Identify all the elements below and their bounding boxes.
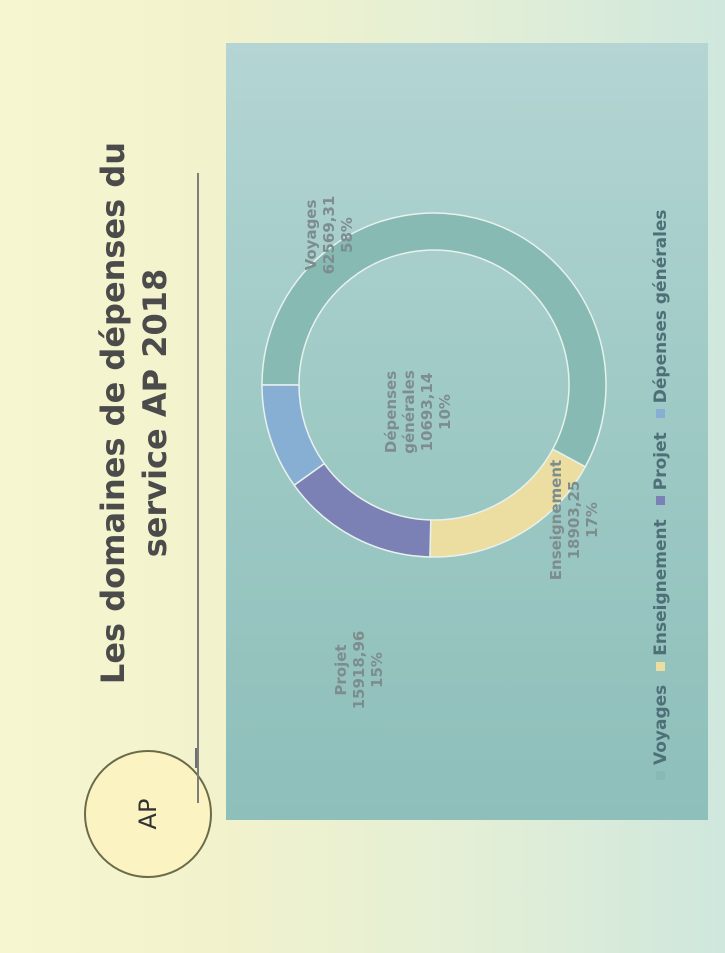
legend-label: Projet — [650, 432, 671, 491]
legend-label: Dépenses générales — [650, 209, 671, 404]
donut-slice-projet — [293, 462, 432, 558]
data-label-line: 15918,96 — [350, 631, 368, 710]
data-label-depenses-generales: Dépensesgénérales10693,1410% — [382, 370, 454, 454]
legend-item-projet: Projet — [650, 432, 671, 506]
data-label-line: Enseignement — [547, 460, 565, 580]
legend-item-voyages: Voyages — [651, 685, 671, 780]
slide-title-line-2: service AP 2018 — [136, 268, 174, 558]
legend-swatch — [656, 496, 665, 506]
slide-title-line-1: Les domaines de dépenses du — [94, 141, 132, 685]
legend-swatch — [656, 661, 665, 671]
data-label-line: Voyages — [302, 200, 320, 271]
title-rule — [197, 173, 199, 803]
legend-item-enseignement: Enseignement — [650, 519, 671, 671]
legend-item-depenses-generales: Dépenses générales — [650, 209, 671, 419]
data-label-line: Dépenses — [382, 371, 400, 453]
data-label-line: 58% — [338, 217, 356, 253]
legend-swatch — [656, 771, 665, 780]
data-label-projet: Projet15918,9615% — [332, 631, 386, 710]
data-label-line: 62569,31 — [320, 196, 338, 275]
donut-chart: Voyages62569,3158% Enseignement18903,2517… — [261, 196, 607, 710]
data-label-line: 17% — [583, 502, 601, 538]
data-label-enseignement: Enseignement18903,2517% — [547, 460, 601, 580]
data-label-line: 18903,25 — [565, 481, 583, 560]
data-label-line: 10693,14 — [418, 373, 436, 452]
chart-legend: Voyages Enseignement Projet Dépenses généra… — [650, 60, 671, 780]
slide-title: Les domaines de dépenses du service AP 2… — [92, 113, 176, 713]
data-label-line: Projet — [332, 644, 350, 695]
data-label-line: 15% — [368, 652, 386, 688]
legend-label: Enseignement — [650, 519, 671, 656]
donut-slice-voyages — [261, 212, 607, 468]
legend-swatch — [656, 409, 665, 419]
legend-label: Voyages — [650, 684, 671, 765]
data-label-voyages: Voyages62569,3158% — [302, 196, 356, 275]
data-label-line: 10% — [436, 394, 454, 430]
donut-slice-depenses-generales — [261, 384, 326, 487]
data-label-line: générales — [400, 370, 418, 454]
chart-panel: Voyages62569,3158% Enseignement18903,2517… — [226, 43, 708, 820]
ap-badge: AP — [84, 750, 212, 878]
